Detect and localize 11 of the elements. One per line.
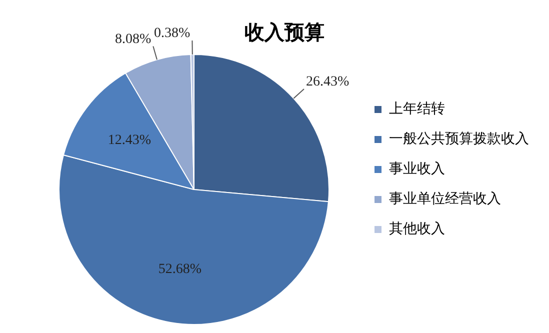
data-label: 8.08% <box>114 32 152 47</box>
legend-label: 上年结转 <box>389 101 445 118</box>
legend-label: 一般公共预算拨款收入 <box>389 131 529 148</box>
data-label: 12.43% <box>108 133 152 148</box>
legend-label: 事业单位经营收入 <box>389 191 501 208</box>
chart-title: 收入预算 <box>244 21 324 44</box>
data-label: 26.43% <box>306 74 350 90</box>
legend-label: 其他收入 <box>389 221 445 238</box>
data-label: 0.38% <box>154 26 191 42</box>
data-label: 52.68% <box>158 262 202 277</box>
legend-label: 事业收入 <box>389 161 445 178</box>
